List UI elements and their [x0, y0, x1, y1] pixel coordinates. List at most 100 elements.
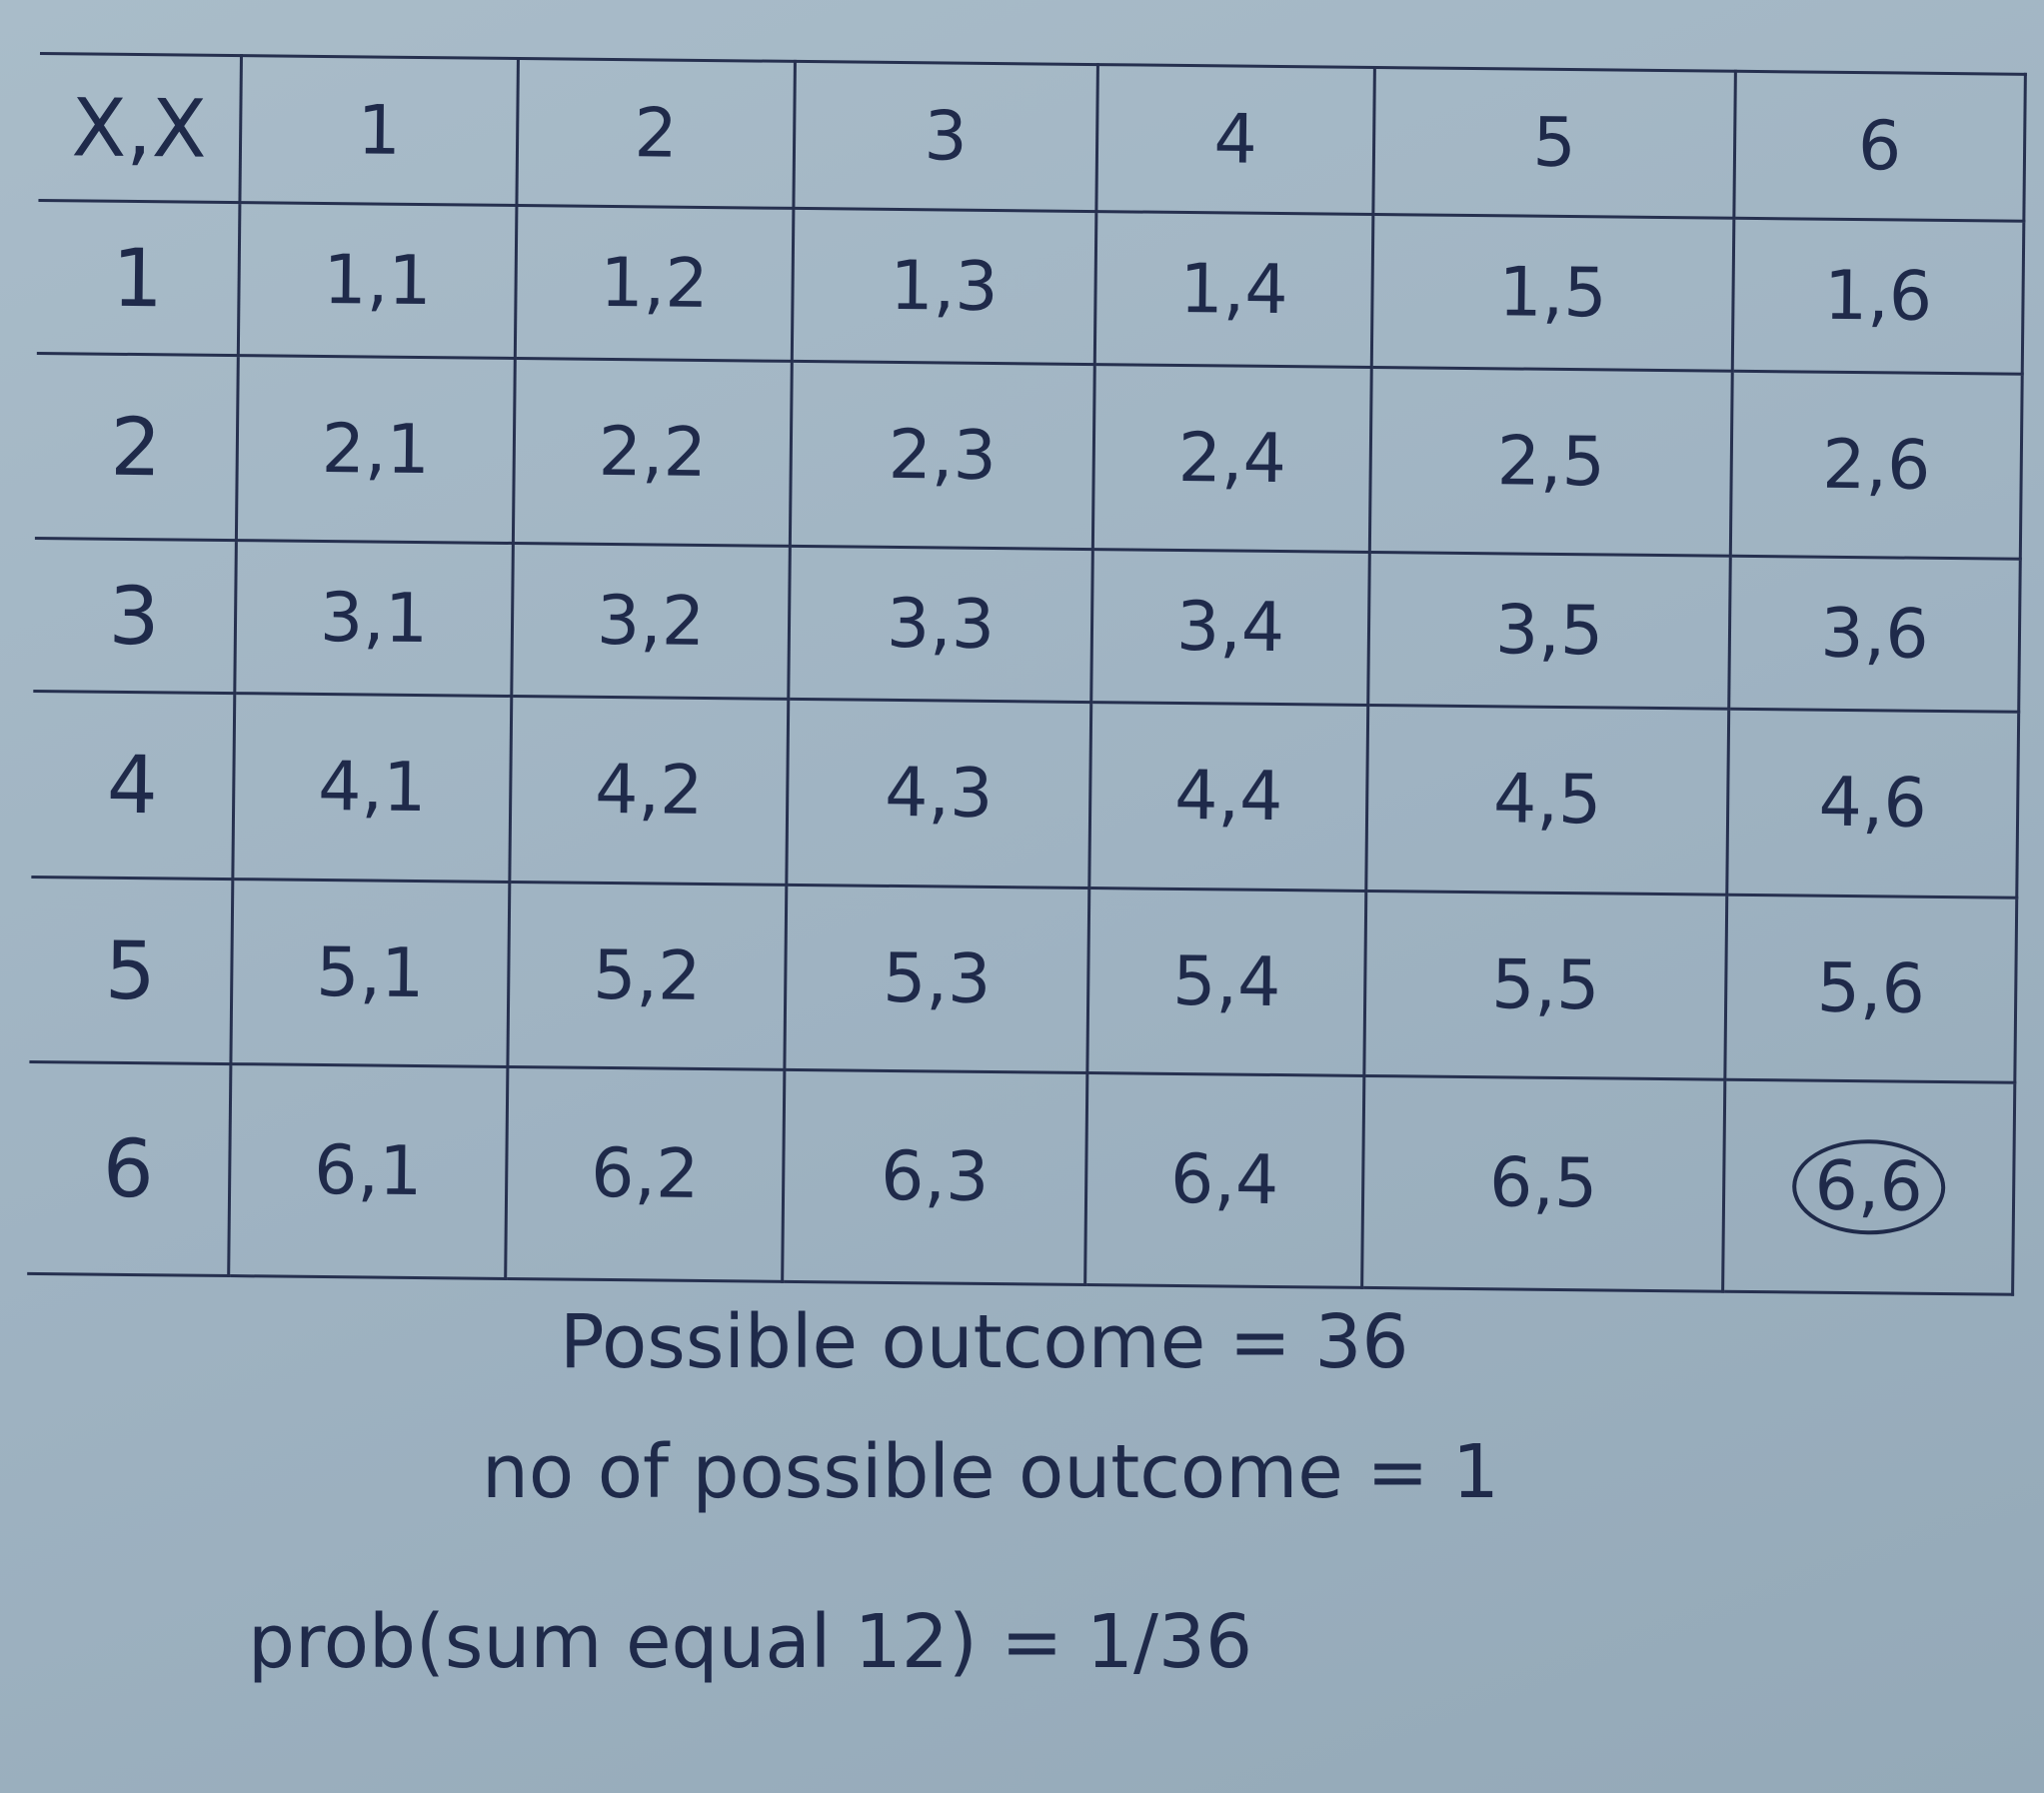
outcome-cell: 1,6 — [1732, 218, 2024, 375]
column-header-text: 4 — [1213, 99, 1258, 180]
table-row: 4 4,1 4,2 4,3 4,4 4,5 4,6 — [31, 691, 2019, 898]
row-header-text: 5 — [104, 923, 157, 1017]
row-header-text: 1 — [111, 231, 164, 325]
outcome-cell-text: 5,4 — [1171, 941, 1281, 1022]
outcome-cell-text: 6,4 — [1169, 1139, 1279, 1221]
column-header: 5 — [1372, 67, 1736, 219]
outcome-cell: 3,1 — [234, 540, 514, 697]
outcome-cell-text: 2,3 — [888, 415, 998, 496]
outcome-cell: 4,4 — [1088, 702, 1368, 892]
outcome-cell: 1,4 — [1094, 211, 1373, 368]
outcome-cell-text: 4,1 — [317, 747, 427, 829]
outcome-cell-text: 3,3 — [886, 584, 996, 665]
column-header-text: 5 — [1532, 103, 1577, 183]
possible-outcome-note: Possible outcome = 36 — [560, 1299, 1409, 1385]
outcome-cell: 1,2 — [515, 205, 794, 362]
outcome-cell-text: 2,5 — [1496, 421, 1606, 502]
outcome-cell-text: 4,2 — [594, 750, 704, 831]
outcome-cell: 4,6 — [1726, 709, 2019, 898]
outcome-cell: 6,1 — [228, 1063, 508, 1279]
row-header-text: 3 — [108, 569, 161, 663]
row-header: 5 — [29, 877, 233, 1064]
dice-outcome-table: X,X 1 2 3 4 5 6 1 1,1 1,2 1,3 1,4 1,5 1,6 2 2,1 2,2 2,3 2,… — [27, 52, 2027, 1296]
outcome-cell-text: 5,2 — [592, 935, 702, 1016]
outcome-cell-text: 1,1 — [323, 240, 433, 321]
column-header-text: 3 — [924, 96, 969, 177]
outcome-cell-text: 2,2 — [598, 412, 708, 493]
outcome-cell: 6,4 — [1084, 1072, 1364, 1288]
outcome-cell-text: 6,1 — [313, 1130, 423, 1212]
outcome-cell-text: 3,2 — [596, 581, 706, 662]
outcome-cell-text: 6,2 — [590, 1133, 700, 1214]
row-header-text: 6 — [102, 1121, 155, 1216]
outcome-cell: 6,6 — [1722, 1079, 2015, 1295]
outcome-cell: 4,5 — [1365, 705, 1729, 896]
table-row: 5 5,1 5,2 5,3 5,4 5,5 5,6 — [29, 877, 2017, 1083]
outcome-cell: 3,2 — [511, 543, 791, 700]
row-header-text: 2 — [109, 400, 162, 494]
outcome-cell: 2,6 — [1730, 371, 2023, 560]
outcome-cell-text: 6,5 — [1488, 1143, 1598, 1224]
column-header: 2 — [516, 58, 796, 209]
outcome-cell: 2,3 — [790, 361, 1095, 550]
outcome-cell-text: 3,4 — [1175, 587, 1285, 668]
outcome-cell: 1,3 — [792, 208, 1096, 365]
outcome-cell: 5,2 — [507, 882, 787, 1070]
outcome-cell-text: 3,5 — [1494, 590, 1604, 671]
outcome-cell-text: 1,5 — [1498, 252, 1608, 333]
row-header: 4 — [31, 691, 235, 880]
probability-note: prob(sum equal 12) = 1/36 — [248, 1599, 1253, 1685]
outcome-cell: 6,3 — [782, 1069, 1087, 1285]
favourable-outcome-note: no of possible outcome = 1 — [482, 1429, 1499, 1515]
corner-cell: X,X — [38, 53, 242, 203]
table-row: 1 1,1 1,2 1,3 1,4 1,5 1,6 — [36, 200, 2024, 375]
row-header: 1 — [36, 200, 240, 356]
outcome-cell: 4,3 — [786, 699, 1091, 889]
outcome-cell: 4,1 — [232, 693, 512, 883]
outcome-cell-text: 2,6 — [1821, 425, 1931, 506]
column-header-text: 6 — [1857, 106, 1902, 187]
header-row: X,X 1 2 3 4 5 6 — [38, 53, 2026, 222]
outcome-cell: 2,4 — [1092, 364, 1372, 553]
outcome-cell: 2,2 — [513, 358, 793, 547]
outcome-cell: 5,6 — [1724, 895, 2017, 1083]
outcome-cell: 5,4 — [1086, 888, 1366, 1076]
column-header-text: 2 — [634, 93, 679, 174]
outcome-cell-text: 5,1 — [315, 932, 425, 1013]
outcome-cell: 5,3 — [784, 885, 1089, 1073]
column-header: 6 — [1733, 71, 2026, 222]
table-row: 3 3,1 3,2 3,3 3,4 3,5 3,6 — [33, 538, 2021, 713]
outcome-cell-text: 4,6 — [1818, 763, 1928, 844]
outcome-cell: 3,3 — [788, 546, 1093, 703]
row-header-text: 4 — [106, 738, 159, 833]
column-header: 4 — [1095, 64, 1375, 215]
outcome-cell: 1,1 — [238, 202, 517, 359]
outcome-cell: 3,6 — [1728, 556, 2021, 713]
outcome-cell-text: 6,3 — [880, 1136, 990, 1218]
table-row: 6 6,1 6,2 6,3 6,4 6,5 6,6 — [27, 1061, 2015, 1295]
outcome-cell-text: 4,3 — [884, 753, 994, 835]
outcome-cell-text: 2,4 — [1177, 418, 1287, 499]
outcome-cell: 1,5 — [1371, 214, 1734, 372]
outcome-cell: 2,5 — [1369, 367, 1733, 557]
outcome-cell-text: 1,6 — [1823, 256, 1933, 337]
outcome-cell-text: 2,1 — [321, 409, 431, 490]
row-header: 2 — [34, 353, 239, 541]
corner-cell-text: X,X — [71, 80, 208, 176]
outcome-cell: 2,1 — [236, 355, 516, 544]
outcome-cell-text: 5,3 — [882, 938, 992, 1019]
outcome-cell: 4,2 — [509, 696, 789, 886]
outcome-cell: 3,4 — [1090, 549, 1370, 706]
outcome-cell-text: 4,4 — [1173, 756, 1283, 838]
outcome-cell-text: 1,4 — [1179, 249, 1289, 330]
table-row: 2 2,1 2,2 2,3 2,4 2,5 2,6 — [34, 353, 2023, 560]
outcome-cell-text: 3,1 — [319, 578, 429, 659]
column-header: 1 — [239, 55, 519, 206]
outcome-cell-text: 4,5 — [1492, 760, 1602, 841]
outcome-cell: 5,1 — [230, 879, 510, 1067]
column-header: 3 — [793, 61, 1098, 212]
outcome-cell: 5,5 — [1363, 891, 1727, 1080]
circled-outcome: 6,6 — [1792, 1138, 1946, 1236]
row-header: 3 — [33, 538, 237, 694]
row-header: 6 — [27, 1061, 231, 1276]
